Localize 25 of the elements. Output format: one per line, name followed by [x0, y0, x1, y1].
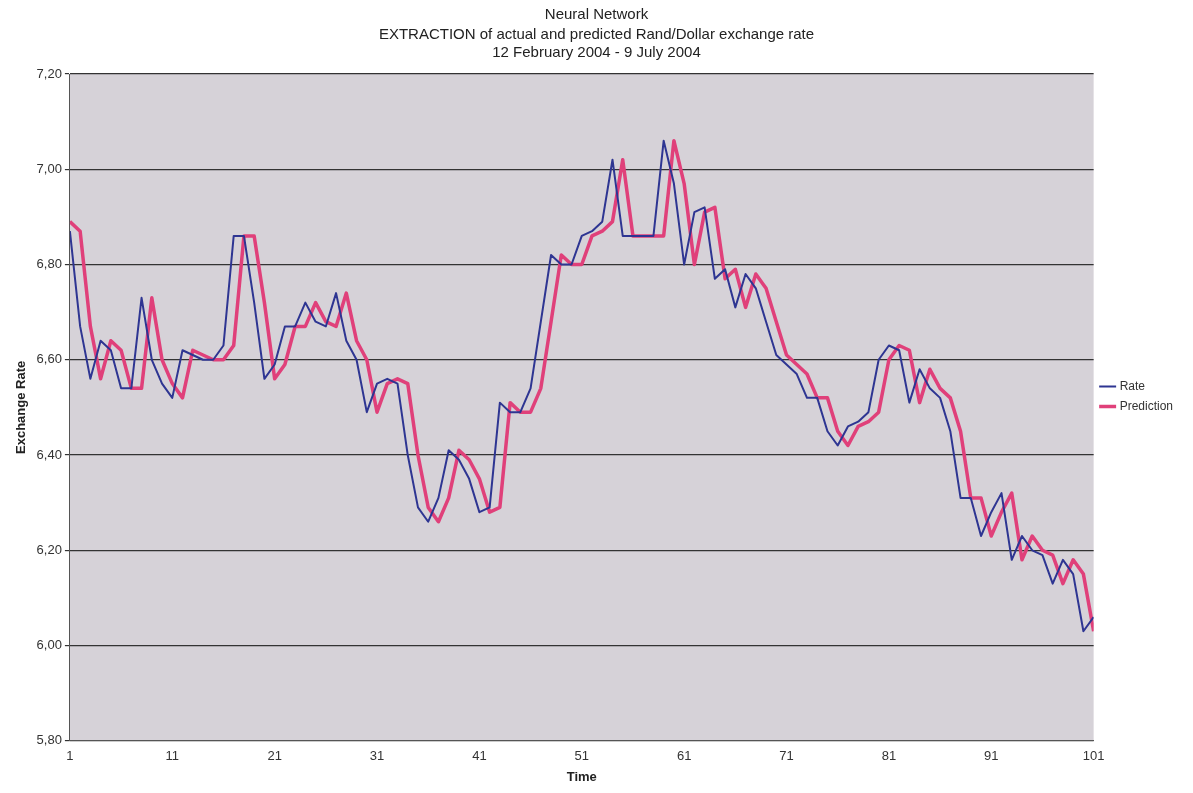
x-tick-label: 21: [267, 748, 282, 764]
x-tick-label: 11: [165, 748, 180, 764]
legend-label: Prediction: [1119, 398, 1174, 413]
y-tick-label: 5,80: [36, 732, 62, 748]
x-tick-label: 51: [574, 748, 589, 764]
y-axis-title: Exchange Rate: [13, 360, 29, 454]
y-tick-label: 6,20: [36, 541, 62, 557]
x-tick-label: 101: [1082, 748, 1105, 764]
y-tick-label: 6,60: [36, 351, 62, 367]
chart-subtitle: EXTRACTION of actual and predicted Rand/Dollar exchange rate 12 February 2004 - 9 July 2004: [378, 25, 815, 61]
legend-label: Rate: [1119, 378, 1146, 393]
x-tick-label: 91: [984, 748, 999, 764]
x-tick-label: 1: [66, 748, 74, 764]
y-tick-label: 7,00: [36, 160, 62, 176]
x-tick-label: 81: [881, 748, 897, 764]
x-tick-label: 31: [369, 748, 385, 764]
x-tick-label: 71: [779, 748, 794, 764]
y-tick-label: 6,40: [36, 446, 62, 462]
x-tick-label: 61: [676, 748, 692, 764]
x-axis-title: Time: [566, 768, 597, 784]
y-tick-label: 6,80: [36, 256, 62, 272]
x-tick-label: 41: [472, 748, 487, 764]
y-tick-label: 6,00: [36, 637, 62, 653]
chart-title: Neural Network: [544, 5, 649, 23]
y-tick-label: 7,20: [36, 65, 62, 81]
